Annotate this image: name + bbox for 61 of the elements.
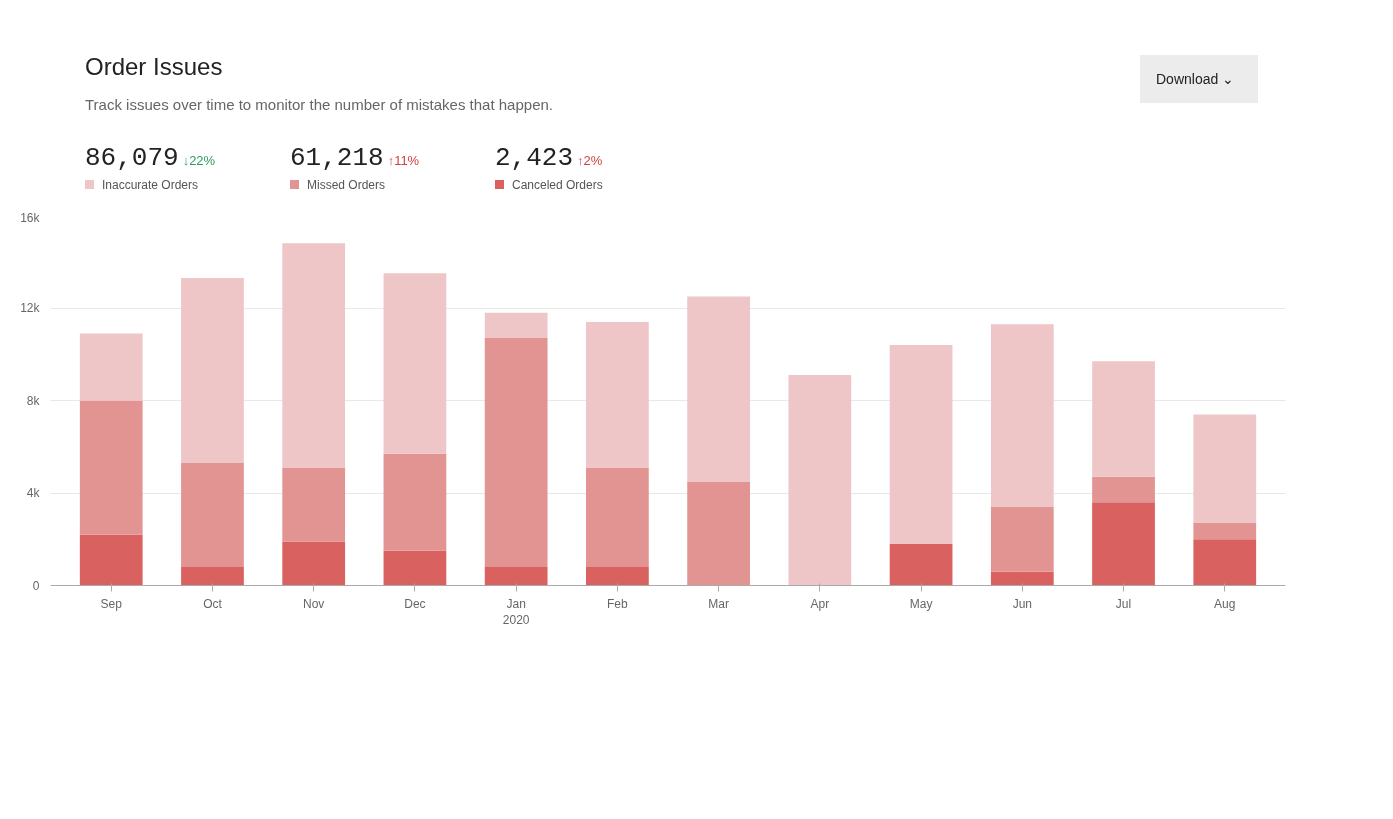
bar (1193, 414, 1257, 524)
bar (586, 321, 649, 468)
bar (687, 481, 750, 586)
bar (1092, 361, 1155, 477)
text: ↑2% (577, 153, 603, 168)
x-tick-label: Feb (607, 596, 629, 611)
bar (1193, 523, 1257, 540)
legend-label: Canceled Orders (512, 178, 603, 193)
bar (282, 243, 346, 468)
bar (79, 400, 143, 535)
text: ↑11% (387, 153, 420, 168)
text: 86,079 (85, 143, 179, 173)
bar (1092, 502, 1155, 586)
bar (79, 333, 143, 401)
bar (1092, 476, 1155, 503)
bar (484, 312, 548, 339)
bar (990, 324, 1054, 507)
y-tick-label: 4k (26, 486, 41, 500)
chart-title: Order Issues (85, 52, 224, 82)
bar (788, 375, 852, 586)
text: 2,423 (495, 143, 574, 173)
x-tick-label: Mar (708, 596, 729, 611)
x-tick-label: Jun (1012, 596, 1032, 611)
bar (181, 462, 244, 567)
bar (586, 467, 649, 567)
bar (282, 467, 346, 542)
legend-label: Inaccurate Orders (102, 178, 199, 193)
bar (383, 550, 447, 586)
x-tick-label: Jan 2020 (502, 596, 530, 628)
bar (889, 345, 953, 544)
bar (383, 453, 447, 551)
y-tick-label: 12k (20, 301, 41, 315)
bar (687, 296, 750, 482)
legend-label: Missed Orders (307, 178, 386, 193)
text: Download ⌄ (1140, 55, 1258, 103)
x-tick-label: Apr (810, 596, 830, 611)
bar (282, 541, 346, 586)
x-tick-label: Dec (404, 596, 426, 611)
bar (586, 567, 649, 586)
y-tick-label: 8k (26, 393, 41, 408)
x-tick-label: Aug (1214, 596, 1236, 611)
bar (484, 338, 548, 567)
bar (181, 567, 244, 586)
chart-subtitle: Track issues over time to monitor the number of mistakes that happen. (85, 95, 553, 116)
y-tick-label: 0 (32, 578, 40, 593)
y-tick-label: 16k (20, 210, 41, 225)
x-tick-label: Oct (203, 596, 223, 611)
x-tick-label: May (909, 596, 933, 611)
bar (1193, 539, 1257, 586)
text: 61,218 (290, 143, 384, 173)
bar (484, 567, 548, 586)
x-tick-label: Sep (100, 596, 123, 611)
bar (889, 543, 953, 586)
bar (79, 534, 143, 586)
bar (990, 571, 1054, 586)
x-tick-label: Jul (1115, 596, 1132, 611)
bar (990, 506, 1054, 572)
bar (383, 273, 447, 454)
text: ↓22% (182, 153, 216, 168)
x-tick-label: Nov (303, 596, 325, 611)
bar (181, 277, 244, 463)
